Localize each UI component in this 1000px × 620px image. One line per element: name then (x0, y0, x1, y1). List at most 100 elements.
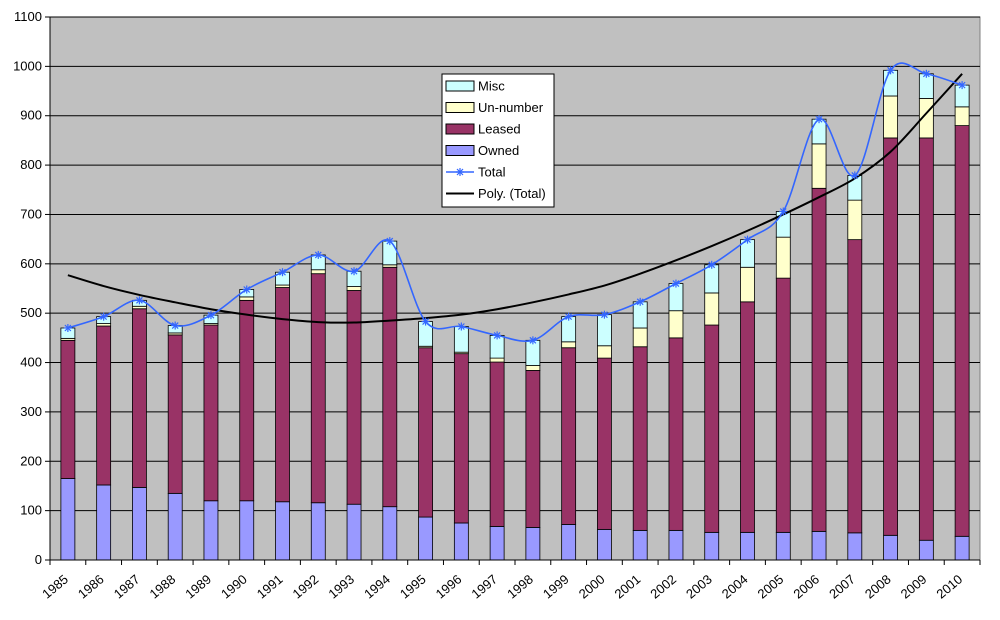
total-point-2005 (779, 207, 788, 216)
total-point-2008 (886, 66, 895, 75)
legend-label-un-number: Un-number (478, 100, 544, 115)
total-point-2001 (636, 297, 645, 306)
bar-owned-1993 (346, 503, 362, 561)
y-tick-label: 200 (20, 453, 42, 468)
bar-owned-2004 (740, 531, 755, 561)
total-point-1994 (385, 237, 394, 246)
marker-stroke (456, 168, 464, 176)
marker-stroke (922, 70, 930, 78)
y-tick-label: 300 (20, 404, 42, 419)
bar-leased-2010 (954, 125, 970, 537)
bar-owned-1999 (561, 524, 577, 561)
bar-un-number-2000 (597, 345, 612, 359)
bar-un-number-2008 (883, 95, 898, 139)
legend-swatch-misc (445, 80, 475, 92)
bar-owned-1996 (453, 522, 469, 561)
y-tick-label: 0 (35, 552, 42, 567)
bar-leased-1996 (453, 353, 469, 524)
bar-owned-2009 (918, 539, 934, 561)
total-point-1997 (493, 331, 502, 340)
x-tick-label: 2007 (826, 572, 858, 602)
bar-leased-1994 (382, 266, 398, 508)
total-point-1988 (171, 321, 180, 330)
marker-stroke (672, 280, 680, 287)
x-tick-label: 2006 (790, 572, 822, 602)
marker-stroke (708, 261, 716, 269)
x-tick-label: 1997 (468, 572, 500, 602)
marker-stroke (350, 267, 358, 275)
bar-leased-1997 (489, 361, 505, 527)
bar-un-number-2001 (632, 327, 648, 348)
bars (60, 69, 970, 561)
y-tick-label: 1000 (13, 58, 42, 73)
total-point-2010 (958, 81, 967, 90)
x-tick-label: 1988 (147, 572, 179, 602)
x-tick-label: 2000 (576, 572, 608, 602)
legend-swatch-owned (445, 145, 475, 156)
marker-stroke (100, 313, 108, 321)
bar-owned-2000 (597, 528, 612, 561)
marker-stroke (887, 66, 895, 74)
bar-owned-2008 (883, 534, 898, 561)
marker-stroke (207, 311, 215, 319)
legend-swatch-un-number (445, 102, 475, 113)
x-tick-label: 1999 (540, 572, 572, 602)
y-tick-label: 700 (20, 206, 42, 221)
bar-leased-1998 (525, 370, 541, 528)
bar-owned-1987 (132, 487, 147, 561)
legend: Misc Un-number Leased Owned Total Poly. (Tota… (441, 73, 555, 208)
marker-stroke (314, 251, 322, 259)
total-point-1993 (350, 267, 359, 276)
bar-leased-2007 (847, 239, 863, 534)
bar-misc-2002 (668, 283, 684, 312)
bar-leased-2003 (704, 324, 720, 533)
total-point-2002 (671, 279, 680, 288)
series-lines (63, 62, 967, 345)
marker-stroke (64, 324, 72, 332)
marker-stroke (600, 311, 608, 319)
legend-label-owned: Owned (478, 143, 519, 158)
total-point-2004 (743, 235, 752, 244)
total-point-1987 (135, 296, 144, 305)
total-point-2007 (850, 171, 859, 180)
x-tick-label: 2008 (862, 572, 894, 602)
y-tick-label: 900 (20, 108, 42, 123)
bar-owned-2005 (775, 531, 791, 561)
x-tick-label: 2001 (612, 572, 644, 602)
bar-un-number-2005 (775, 236, 791, 279)
total-point-2000 (600, 310, 609, 319)
bar-owned-1995 (418, 516, 433, 561)
bar-owned-1994 (382, 506, 398, 561)
bar-misc-2000 (597, 314, 612, 347)
bar-misc-2003 (704, 264, 720, 294)
bar-un-number-1998 (525, 365, 541, 371)
bar-leased-2004 (740, 301, 755, 533)
marker-stroke (457, 323, 465, 330)
bar-owned-1998 (525, 527, 541, 561)
bar-leased-1995 (418, 347, 433, 518)
total-point-1999 (564, 312, 573, 321)
x-tick-label: 1996 (433, 572, 465, 602)
y-tick-label: 600 (20, 256, 42, 271)
bar-un-number-2004 (740, 266, 755, 303)
bar-owned-2003 (704, 531, 720, 561)
bar-owned-1989 (203, 500, 219, 561)
bar-un-number-1997 (489, 357, 505, 363)
marker-stroke (958, 81, 966, 89)
bar-owned-2007 (847, 532, 863, 561)
total-point-1996 (457, 322, 466, 331)
bar-leased-2002 (668, 337, 684, 531)
x-tick-label: 1998 (504, 572, 536, 602)
marker-stroke (636, 298, 644, 306)
legend-label-total: Total (478, 165, 506, 180)
bar-owned-1997 (489, 526, 505, 561)
bar-un-number-2006 (811, 143, 827, 189)
bar-owned-1992 (310, 502, 326, 561)
total-point-1990 (242, 285, 251, 294)
marker-stroke (493, 331, 501, 339)
total-point-2009 (922, 69, 931, 78)
bar-leased-2009 (918, 137, 934, 541)
x-tick-label: 1990 (218, 572, 250, 602)
bar-leased-1989 (203, 324, 219, 502)
